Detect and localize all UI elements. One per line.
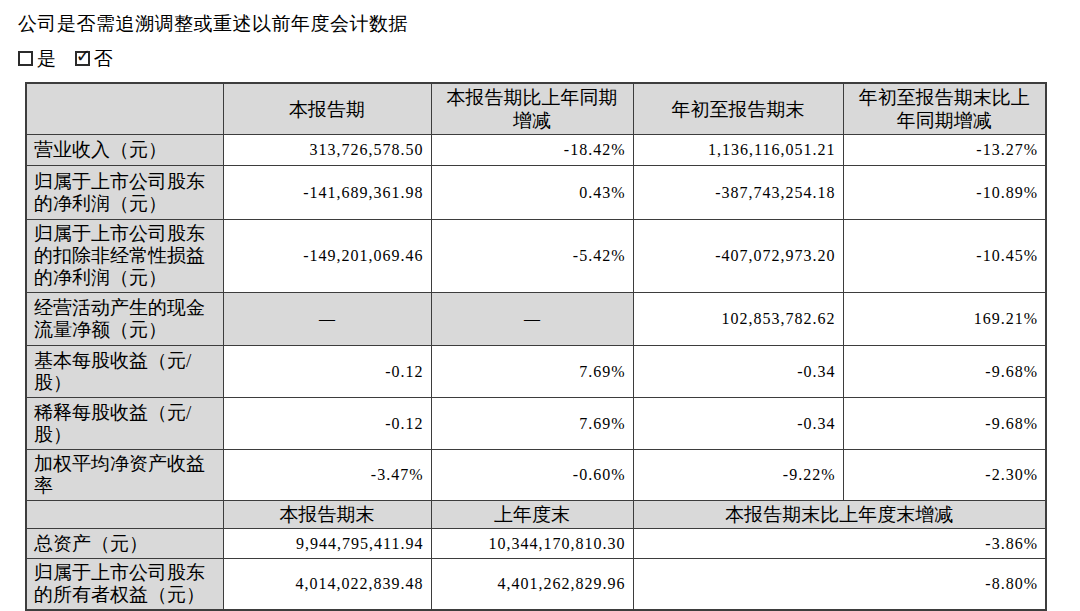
checkbox-yes: 是 (18, 46, 56, 72)
value-cell: 102,853,782.62 (633, 293, 843, 346)
value-cell: -8.80% (633, 559, 1046, 611)
value-cell: 4,401,262,829.96 (431, 559, 633, 611)
value-cell: -0.34 (633, 346, 843, 398)
check-icon: ✓ (76, 45, 91, 66)
checkbox-no: ✓否 (75, 46, 113, 72)
table-row-revenue: 营业收入（元） 313,726,578.50 -18.42% 1,136,116… (26, 135, 1046, 166)
page-title: 公司是否需追溯调整或重述以前年度会计数据 (18, 11, 408, 37)
row-label: 稀释每股收益（元/股） (26, 398, 223, 450)
row-label: 经营活动产生的现金流量净额（元） (26, 293, 223, 346)
financial-report-page: 公司是否需追溯调整或重述以前年度会计数据 是 ✓否 本报告期 本报告期比上年同期… (0, 0, 1080, 611)
value-cell: 169.21% (843, 293, 1046, 346)
table-row-basic-eps: 基本每股收益（元/股） -0.12 7.69% -0.34 -9.68% (26, 346, 1046, 398)
row-label: 营业收入（元） (26, 135, 223, 166)
value-cell-empty: — (431, 293, 633, 346)
value-cell: -141,689,361.98 (223, 166, 431, 220)
table-subheader-row: 本报告期末 上年度末 本报告期末比上年度末增减 (26, 501, 1046, 529)
value-cell: 7.69% (431, 398, 633, 450)
value-cell: -9.68% (843, 398, 1046, 450)
header-cell-ytd: 年初至报告期末 (633, 83, 843, 135)
value-cell: -0.34 (633, 398, 843, 450)
value-cell: 10,344,170,810.30 (431, 529, 633, 559)
table-row-diluted-eps: 稀释每股收益（元/股） -0.12 7.69% -0.34 -9.68% (26, 398, 1046, 450)
table-header-row: 本报告期 本报告期比上年同期增减 年初至报告期末 年初至报告期末比上年同期增减 (26, 83, 1046, 135)
value-cell: 313,726,578.50 (223, 135, 431, 166)
value-cell: -387,743,254.18 (633, 166, 843, 220)
subheader-cell-change-vs-prior-year-end: 本报告期末比上年度末增减 (633, 501, 1046, 529)
table-row-total-assets: 总资产（元） 9,944,795,411.94 10,344,170,810.3… (26, 529, 1046, 559)
header-cell-blank (26, 83, 223, 135)
checkbox-no-box-icon: ✓ (75, 51, 90, 66)
table-row-weighted-avg-roe: 加权平均净资产收益率 -3.47% -0.60% -9.22% -2.30% (26, 450, 1046, 501)
table-row-net-profit-excl-nonrecurring: 归属于上市公司股东的扣除非经常性损益的净利润（元） -149,201,069.4… (26, 220, 1046, 293)
subheader-cell-period-end: 本报告期末 (223, 501, 431, 529)
value-cell: -0.60% (431, 450, 633, 501)
row-label: 归属于上市公司股东的扣除非经常性损益的净利润（元） (26, 220, 223, 293)
value-cell: -5.42% (431, 220, 633, 293)
value-cell: 0.43% (431, 166, 633, 220)
value-cell: 7.69% (431, 346, 633, 398)
row-label: 归属于上市公司股东的所有者权益（元） (26, 559, 223, 611)
subheader-cell-prior-year-end: 上年度末 (431, 501, 633, 529)
value-cell: -10.89% (843, 166, 1046, 220)
value-cell: -9.68% (843, 346, 1046, 398)
value-cell: 4,014,022,839.48 (223, 559, 431, 611)
value-cell: -149,201,069.46 (223, 220, 431, 293)
row-label: 总资产（元） (26, 529, 223, 559)
restatement-choice: 是 ✓否 (18, 46, 127, 72)
header-cell-current-period: 本报告期 (223, 83, 431, 135)
value-cell: -13.27% (843, 135, 1046, 166)
value-cell: -0.12 (223, 398, 431, 450)
subheader-cell-blank (26, 501, 223, 529)
row-label: 基本每股收益（元/股） (26, 346, 223, 398)
value-cell: -2.30% (843, 450, 1046, 501)
row-label: 归属于上市公司股东的净利润（元） (26, 166, 223, 220)
value-cell: -407,072,973.20 (633, 220, 843, 293)
table-row-equity-attributable-to-shareholders: 归属于上市公司股东的所有者权益（元） 4,014,022,839.48 4,40… (26, 559, 1046, 611)
checkbox-no-label: 否 (94, 48, 113, 69)
value-cell: 9,944,795,411.94 (223, 529, 431, 559)
checkbox-yes-box-icon (18, 51, 33, 66)
value-cell: -3.86% (633, 529, 1046, 559)
header-cell-period-yoy-change: 本报告期比上年同期增减 (431, 83, 633, 135)
row-label: 加权平均净资产收益率 (26, 450, 223, 501)
value-cell-empty: — (223, 293, 431, 346)
table-row-net-profit: 归属于上市公司股东的净利润（元） -141,689,361.98 0.43% -… (26, 166, 1046, 220)
value-cell: -9.22% (633, 450, 843, 501)
value-cell: -3.47% (223, 450, 431, 501)
checkbox-yes-label: 是 (37, 48, 56, 69)
value-cell: -0.12 (223, 346, 431, 398)
value-cell: 1,136,116,051.21 (633, 135, 843, 166)
key-accounting-data-table: 本报告期 本报告期比上年同期增减 年初至报告期末 年初至报告期末比上年同期增减 … (25, 82, 1047, 611)
table-row-operating-cash-flow: 经营活动产生的现金流量净额（元） — — 102,853,782.62 169.… (26, 293, 1046, 346)
header-cell-ytd-yoy-change: 年初至报告期末比上年同期增减 (843, 83, 1046, 135)
value-cell: -18.42% (431, 135, 633, 166)
value-cell: -10.45% (843, 220, 1046, 293)
